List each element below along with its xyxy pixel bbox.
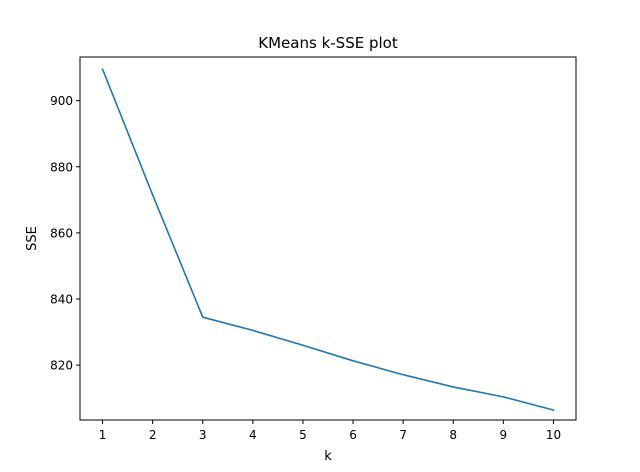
y-tick-label: 900 bbox=[50, 94, 73, 108]
x-tick-label: 5 bbox=[299, 428, 307, 442]
y-axis-label: SSE bbox=[25, 226, 40, 251]
x-tick-label: 7 bbox=[399, 428, 407, 442]
x-tick-label: 2 bbox=[149, 428, 157, 442]
y-tick-label: 820 bbox=[50, 359, 73, 373]
data-point-k9 bbox=[502, 396, 505, 398]
data-point-k10 bbox=[552, 409, 555, 411]
y-tick-label: 840 bbox=[50, 293, 73, 307]
y-tick-label: 860 bbox=[50, 226, 73, 240]
data-point-k4 bbox=[252, 329, 254, 332]
x-tick-label: 6 bbox=[349, 428, 357, 442]
x-tick-label: 4 bbox=[249, 428, 257, 442]
data-point-k5 bbox=[302, 344, 304, 347]
x-tick-label: 10 bbox=[546, 428, 561, 442]
data-point-k2 bbox=[151, 194, 154, 196]
x-tick-label: 3 bbox=[199, 428, 207, 442]
x-tick-label: 1 bbox=[99, 428, 107, 442]
y-tick-label: 880 bbox=[50, 160, 73, 174]
chart-title: KMeans k-SSE plot bbox=[258, 34, 398, 52]
x-tick-label: 9 bbox=[500, 428, 508, 442]
data-point-k6 bbox=[352, 360, 354, 362]
plot-frame bbox=[79, 56, 577, 421]
data-point-k1 bbox=[101, 68, 104, 71]
series-line-0 bbox=[101, 68, 555, 412]
plot-area bbox=[101, 68, 555, 412]
y-axis: 820 840 860 880 900 bbox=[50, 94, 80, 373]
data-point-k7 bbox=[402, 373, 404, 376]
x-axis-label: k bbox=[324, 449, 332, 464]
data-point-k8 bbox=[452, 386, 455, 388]
data-point-k3 bbox=[201, 316, 204, 318]
x-axis: 1 2 3 4 5 6 7 8 9 10 bbox=[99, 420, 561, 442]
x-tick-label: 8 bbox=[449, 428, 457, 442]
